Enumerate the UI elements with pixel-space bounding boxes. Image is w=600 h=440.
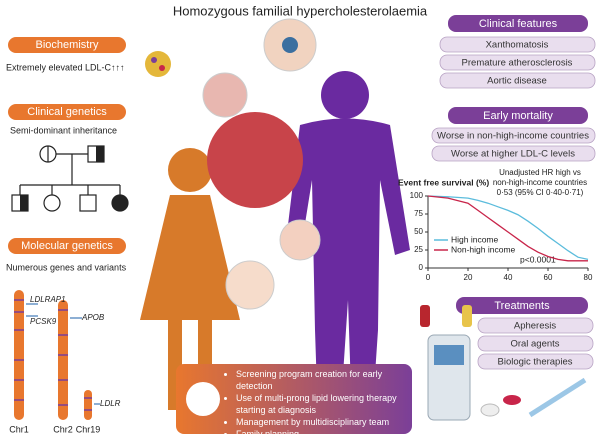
gene: LDLRAP1 (30, 295, 66, 304)
p-value: p<0.0001 (520, 254, 556, 264)
recommendation: Management by multidisciplinary team (236, 416, 406, 428)
item-pill (431, 145, 596, 162)
heart (207, 112, 303, 208)
text: Extremely elevated LDL-C↑↑↑ (6, 62, 125, 72)
gene: LDLR (100, 399, 121, 408)
header-pill (8, 37, 126, 53)
x-tick-label: 0 (426, 273, 431, 282)
chromosome (58, 300, 68, 420)
recommendations-list: Screening program creation for early det… (228, 368, 412, 440)
survival-line (427, 195, 588, 262)
chromosome-label: Chr2 (53, 424, 73, 434)
gene: APOB (81, 313, 105, 322)
header-pill (448, 15, 588, 32)
capsule (503, 395, 521, 405)
man (285, 71, 410, 420)
annotation: 0·53 (95% CI 0·40-0·71) (497, 188, 584, 197)
item-pill (431, 127, 596, 144)
ldl-dot (151, 57, 157, 63)
item-pill (439, 72, 596, 89)
chromosome-label: Chr19 (76, 424, 101, 434)
header: Early mortality (483, 110, 553, 122)
recommendations-box: Screening program creation for early det… (176, 364, 412, 439)
text: Numerous genes and variants (6, 262, 127, 272)
key-icon (186, 382, 220, 416)
annotation: Unadjusted HR high vs (499, 168, 581, 177)
item-pill (477, 317, 594, 334)
legend-label: High income (451, 234, 499, 244)
chart-title: Event free survival (%) (398, 177, 489, 187)
item-pill (439, 54, 596, 71)
item: Aortic disease (487, 76, 547, 87)
hand (225, 260, 275, 310)
blood-bag (420, 305, 430, 327)
pointer (26, 303, 100, 405)
item: Apheresis (514, 321, 556, 332)
artery (279, 219, 321, 261)
y-tick-label: 25 (414, 245, 423, 254)
gene: PCSK9 (30, 317, 57, 326)
item-pill (477, 335, 594, 352)
chromosome-label: Chr1 (9, 424, 29, 434)
y-tick-label: 50 (414, 227, 423, 236)
header-pill (456, 297, 588, 314)
recommendation: Screening program creation for early det… (236, 368, 406, 392)
syringe (528, 377, 587, 418)
item: Worse at higher LDL-C levels (451, 149, 575, 160)
x-tick-label: 40 (504, 273, 513, 282)
header-pill (448, 107, 588, 124)
annotation: non-high-income countries (493, 178, 587, 187)
girl (140, 148, 240, 410)
x-tick-label: 20 (464, 273, 473, 282)
ldl-dot (159, 65, 165, 71)
bands (14, 299, 92, 411)
chromosome (84, 390, 92, 420)
item-pill (477, 353, 594, 370)
pill-icon (480, 403, 500, 417)
x-tick-label: 60 (544, 273, 553, 282)
title: Homozygous familial hypercholesterolaemi… (173, 3, 428, 18)
header: Clinical genetics (27, 106, 107, 118)
header: Biochemistry (36, 39, 99, 51)
header-pill (8, 104, 126, 120)
header: Clinical features (479, 18, 558, 30)
y-tick-label: 0 (419, 263, 424, 272)
item-pill (439, 36, 596, 53)
item: Xanthomatosis (486, 40, 549, 51)
legend-label: Non-high income (451, 244, 516, 254)
screen (434, 345, 464, 365)
item: Oral agents (510, 339, 559, 350)
iris (282, 37, 298, 53)
recommendation: Family planning (236, 428, 406, 440)
y-tick-label: 100 (410, 191, 424, 200)
item: Worse in non-high-income countries (437, 131, 589, 142)
ldl-icon (145, 51, 171, 77)
header: Treatments (494, 300, 550, 312)
recommendation: Use of multi-prong lipid lowering therap… (236, 392, 406, 416)
pedigree-fill (96, 146, 104, 162)
text: Semi-dominant inheritance (10, 125, 117, 135)
survival-line (427, 195, 589, 260)
header: Molecular genetics (21, 240, 113, 252)
item: Premature atherosclerosis (462, 58, 573, 69)
pedigree (11, 145, 129, 212)
plasma-bag (462, 305, 472, 327)
header-pill (8, 238, 126, 254)
pedigree-fill (20, 195, 28, 211)
chromosome (14, 290, 24, 420)
item: Biologic therapies (498, 357, 573, 368)
y-tick-label: 75 (414, 209, 423, 218)
vessel (202, 72, 248, 118)
x-tick-label: 80 (584, 273, 593, 282)
